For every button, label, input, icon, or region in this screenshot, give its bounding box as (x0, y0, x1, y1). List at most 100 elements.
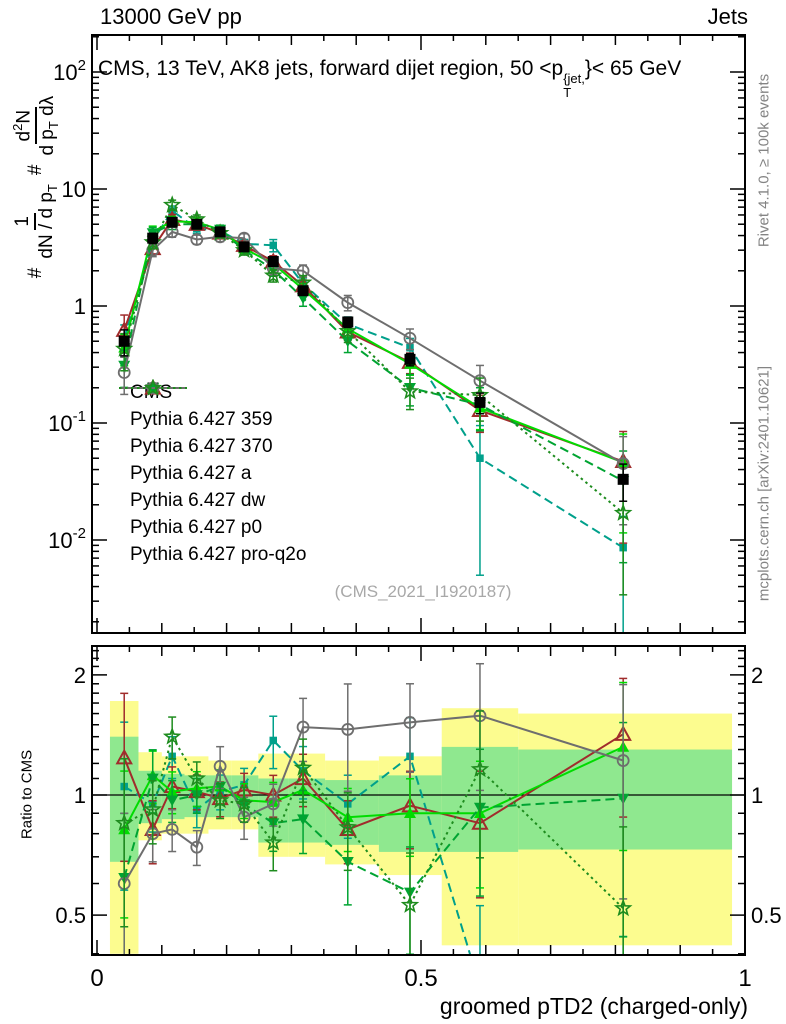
marker-square (214, 226, 226, 238)
marker-square (238, 241, 250, 253)
marker-square (191, 218, 203, 230)
ratio-panel-frame (91, 645, 746, 956)
marker-star-open (613, 898, 633, 917)
main-y-tick-label: 10-1 (48, 408, 86, 436)
plot-title-supsub: {jet, T (563, 72, 585, 99)
beam-energy-label: 13000 GeV pp (100, 4, 242, 29)
series-line (123, 223, 624, 482)
plot-title-suffix: }< 65 GeV (584, 57, 682, 80)
x-tick-label: 1 (738, 965, 751, 992)
main-y-tick-label: 1 (74, 294, 86, 319)
marker-square (474, 396, 486, 408)
marker-circle-open (190, 233, 204, 246)
legend-label: Pythia 6.427 dw (130, 489, 266, 511)
marker-star-open (162, 726, 182, 745)
marker-circle-open (165, 822, 179, 836)
series-line (123, 738, 472, 955)
marker-square (269, 736, 278, 745)
marker-square (476, 983, 484, 991)
ratio-y-tick-label-left: 0.5 (55, 903, 86, 928)
marker-circle-open (341, 723, 355, 736)
marker-circle-open (403, 716, 417, 729)
marker-circle-open (266, 797, 280, 811)
plot-title-text: CMS, 13 TeV, AK8 jets, forward dijet reg… (98, 57, 564, 80)
marker-star-open (210, 790, 230, 809)
marker-square (267, 256, 279, 268)
series-line (123, 230, 624, 465)
ylabel-hash-1: # (25, 267, 46, 279)
series-line (123, 745, 624, 830)
marker-square (342, 316, 354, 328)
marker-square (166, 216, 178, 228)
main-y-tick-label: 10-2 (48, 525, 86, 553)
plot-title-sub: T (563, 84, 572, 100)
marker-square (118, 335, 130, 347)
marker-star-open (263, 832, 283, 851)
legend-label: Pythia 6.427 a (130, 462, 252, 484)
x-tick-label: 0 (90, 965, 103, 992)
ylabel-fraction-1: 1 dN / d pT (11, 184, 60, 259)
marker-circle-open (296, 720, 310, 734)
marker-square (269, 241, 278, 250)
ratio-y-tick-label-right: 1 (751, 783, 763, 808)
legend-item-pythia-6-427-370: Pythia 6.427 370 (118, 379, 306, 460)
marker-star-open (470, 759, 490, 778)
mcplots-citation-label: mcplots.cern.ch [arXiv:2401.10621] (755, 365, 773, 602)
main-y-tick-label: 10 (62, 177, 86, 202)
marker-triangle-down (146, 773, 159, 785)
marker-circle-open (403, 331, 417, 345)
legend-label: Pythia 6.427 359 (130, 408, 273, 430)
marker-star-open (293, 758, 313, 776)
marker-square (404, 353, 416, 365)
main-panel-frame (91, 34, 746, 634)
axis-ticks (92, 35, 746, 955)
marker-circle-open (616, 754, 630, 767)
axis-tick-labels: 102 10 1 10-1 10-2 2 2 1 1 0.5 0.5 0 0.5 1 (48, 57, 781, 992)
marker-star-open (234, 794, 254, 812)
x-tick-label: 0.5 (404, 965, 437, 992)
marker-star-open (613, 503, 633, 521)
ratio-y-tick-label-left: 2 (74, 663, 86, 688)
ratio-y-axis-title: Ratio to CMS (18, 749, 36, 840)
series-cms-main (118, 216, 629, 502)
marker-star-open (187, 768, 207, 787)
series-pythia-6-427-pro-q2o-ratio (114, 710, 633, 955)
marker-square (147, 232, 159, 244)
marker-square (617, 473, 629, 485)
analysis-id-watermark: (CMS_2021_I1920187) (334, 582, 512, 601)
marker-star-open (338, 817, 358, 836)
legend-item-pythia-6-427-pro-q2o: Pythia 6.427 pro-q2o (118, 379, 306, 568)
ratio-y-tick-label-right: 2 (751, 663, 763, 688)
ylabel-fraction-2: d2N d pT dλ (9, 95, 61, 156)
series-line (123, 714, 624, 884)
marker-square (476, 454, 484, 462)
x-axis-title: groomed pTD2 (charged-only) (439, 993, 748, 1019)
marker-star-open (114, 813, 134, 832)
rivet-version-label: Rivet 4.1.0, ≥ 100k events (755, 73, 773, 248)
legend-marker-pythia-6-427-pro-q2o (119, 379, 187, 396)
marker-star-open (143, 379, 163, 396)
marker-triangle-down (297, 814, 310, 826)
marker-square (297, 285, 309, 297)
plot-title: CMS, 13 TeV, AK8 jets, forward dijet reg… (98, 57, 681, 99)
legend-item-pythia-6-427-dw: Pythia 6.427 dw (118, 383, 306, 514)
analysis-group-label: Jets (707, 4, 748, 29)
marker-triangle-up (403, 807, 416, 819)
legend-item-pythia-6-427-359: Pythia 6.427 359 (118, 384, 306, 433)
marker-circle-open (213, 759, 227, 773)
legend-item-pythia-6-427-a: Pythia 6.427 a (118, 382, 306, 487)
marker-star-open (162, 195, 182, 213)
marker-star-open (338, 321, 358, 340)
marker-triangle-down (166, 795, 179, 807)
main-y-tick-label: 102 (53, 57, 86, 85)
marker-star-open (143, 799, 163, 818)
series-line (123, 734, 624, 910)
ratio-y-tick-label-left: 1 (74, 783, 86, 808)
legend-item-pythia-6-427-p0: Pythia 6.427 p0 (118, 381, 306, 541)
marker-circle-open (341, 296, 355, 309)
marker-circle-open (190, 840, 204, 854)
legend-label: Pythia 6.427 p0 (130, 516, 263, 538)
